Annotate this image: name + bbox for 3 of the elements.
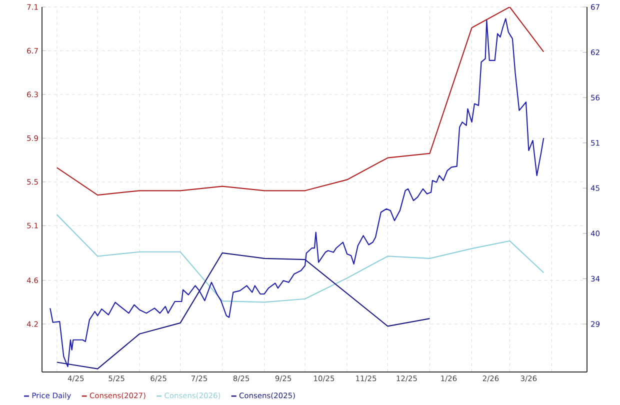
line-series — [56, 214, 544, 303]
line-series — [56, 252, 430, 370]
line-series — [56, 6, 544, 196]
